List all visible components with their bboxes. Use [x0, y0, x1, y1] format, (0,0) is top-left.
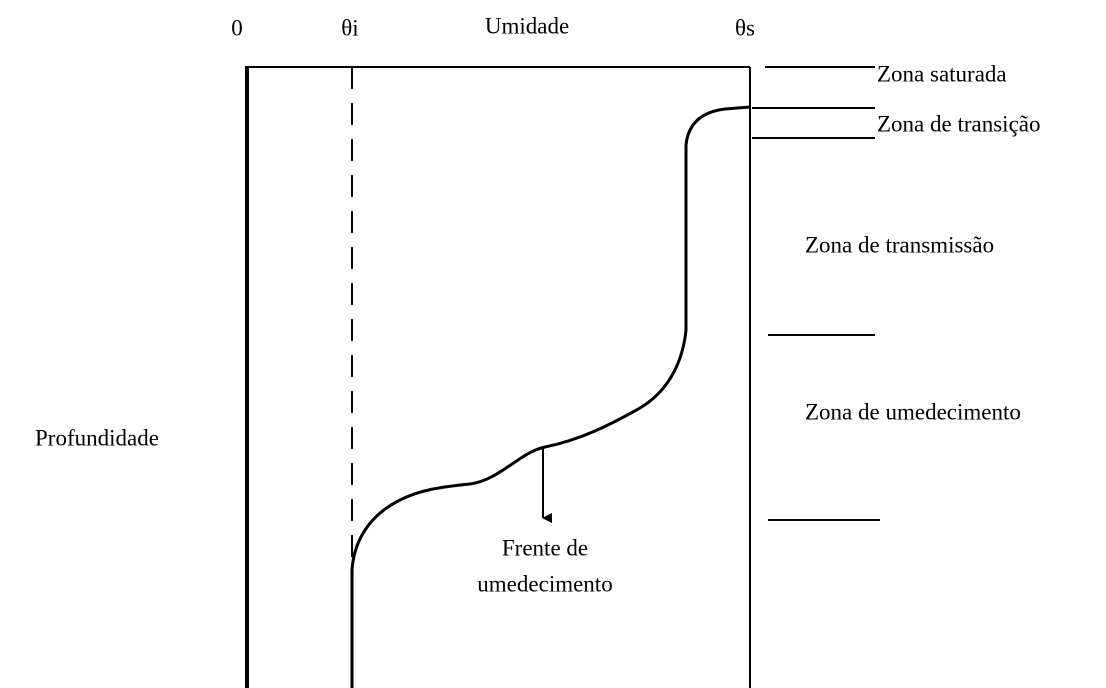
theta-i-label: θi: [341, 15, 358, 40]
zone-label: Zona de umedecimento: [805, 399, 1021, 424]
depth-label: Profundidade: [35, 425, 159, 450]
annotation-line: umedecimento: [477, 571, 612, 596]
annotation-line: Frente de: [502, 535, 588, 560]
theta-s-label: θs: [735, 15, 755, 40]
zone-label: Zona de transição: [877, 111, 1040, 136]
moisture-label: Umidade: [485, 13, 569, 38]
zone-label: Zona de transmissão: [805, 232, 994, 257]
origin-label: 0: [231, 15, 243, 40]
zone-label: Zona saturada: [877, 61, 1007, 86]
moisture-profile: [350, 105, 751, 688]
